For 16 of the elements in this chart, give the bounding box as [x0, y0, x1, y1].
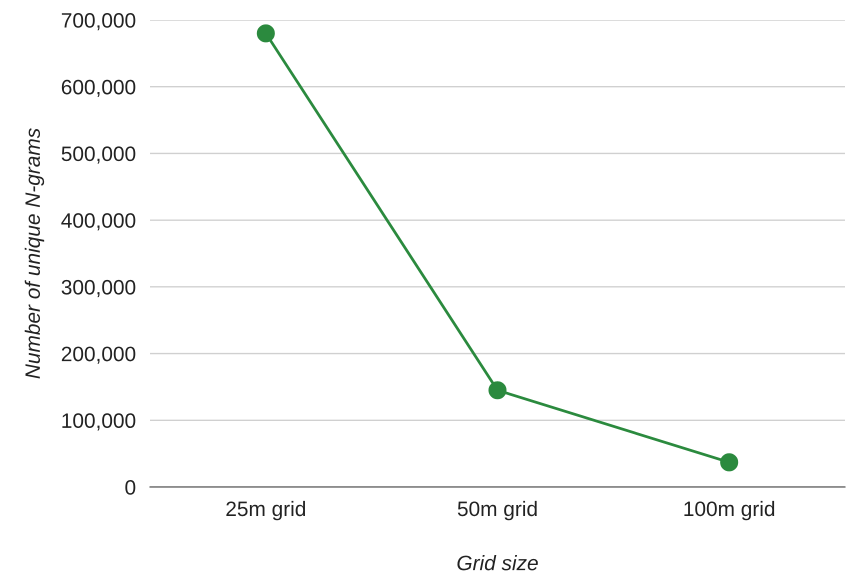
x-axis-title: Grid size — [457, 555, 538, 570]
y-tick-label: 700,000 — [62, 13, 136, 30]
point — [720, 453, 738, 472]
y-axis-title: Number of unique N-grams — [24, 128, 44, 378]
y-tick-label: 300,000 — [62, 280, 136, 298]
y-tick-label: 600,000 — [62, 80, 136, 97]
y-tick-label: 400,000 — [61, 213, 136, 230]
y-tick-label: 0 — [125, 480, 136, 495]
point — [488, 381, 507, 400]
x-tick-label: 100m grid — [684, 500, 774, 520]
point — [256, 24, 275, 42]
y-tick-label: 100,000 — [62, 413, 136, 430]
y-tick-label: 500,000 — [62, 146, 136, 164]
y-tick-label: 200,000 — [62, 346, 136, 364]
x-tick-label: 25m grid — [226, 500, 306, 520]
x-tick-label: 50m grid — [458, 500, 537, 520]
